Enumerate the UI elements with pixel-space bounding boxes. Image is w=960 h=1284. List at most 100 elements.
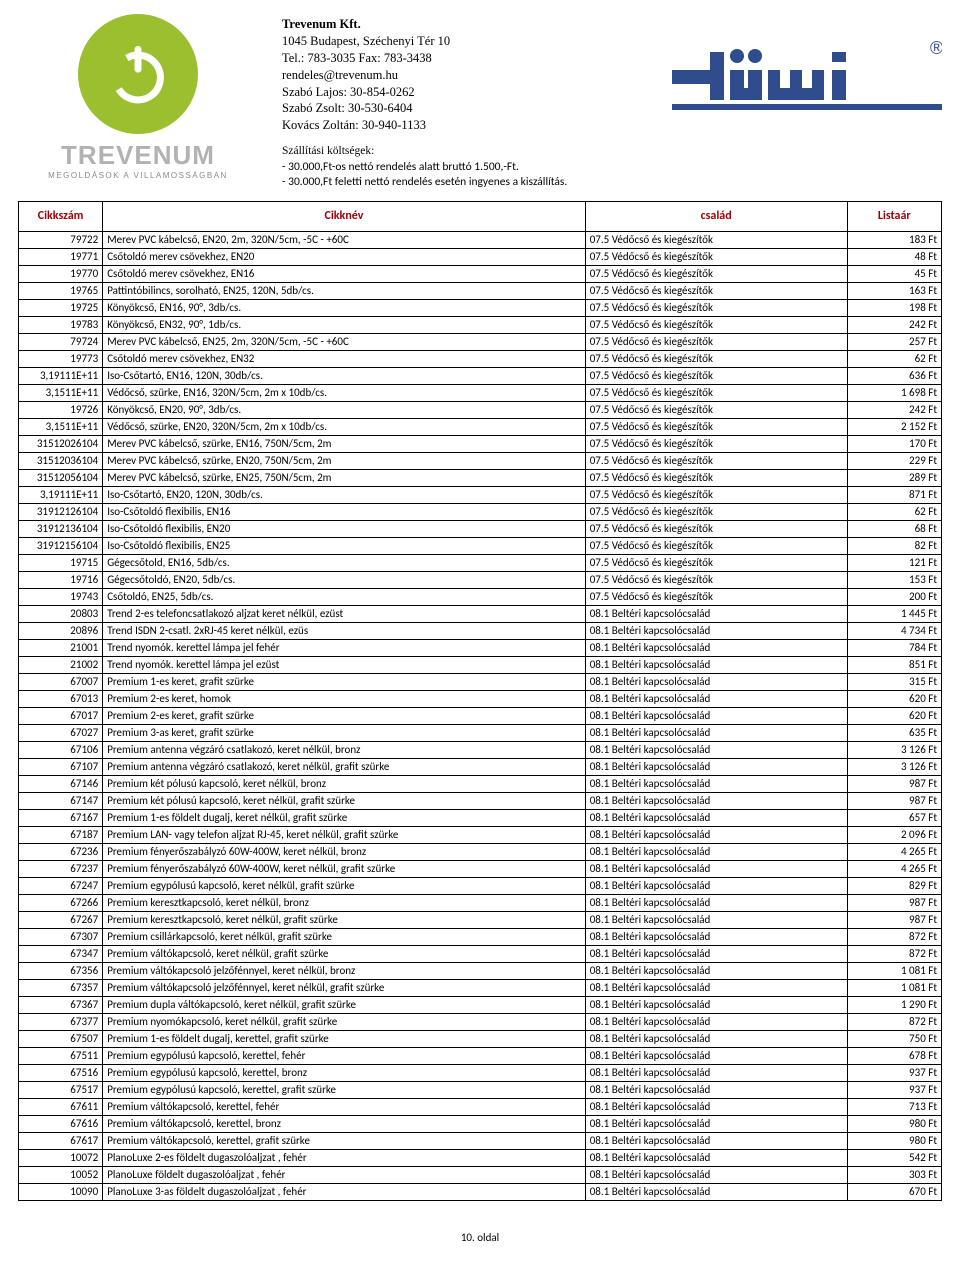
cell-family: 08.1 Beltéri kapcsolócsalád [585,979,847,996]
cell-family: 07.5 Védőcső és kiegészítők [585,520,847,537]
cell-price: 163 Ft [847,282,941,299]
table-row: 31512056104Merev PVC kábelcső, szürke, E… [19,469,942,486]
svg-text:®: ® [930,38,942,58]
cell-family: 07.5 Védőcső és kiegészítők [585,401,847,418]
cell-family: 08.1 Beltéri kapcsolócsalád [585,1064,847,1081]
cell-family: 07.5 Védőcső és kiegészítők [585,435,847,452]
cell-name: Premium egypólusú kapcsoló, keret nélkül… [103,877,586,894]
cell-price: 987 Ft [847,894,941,911]
company-name: Trevenum Kft. [282,16,638,33]
cell-family: 07.5 Védőcső és kiegészítők [585,231,847,248]
cell-family: 08.1 Beltéri kapcsolócsalád [585,792,847,809]
cell-name: Trend 2-es telefoncsatlakozó aljzat kere… [103,605,586,622]
cell-code: 19765 [19,282,103,299]
table-row: 67507Premium 1-es földelt dugalj, kerett… [19,1030,942,1047]
cell-code: 20803 [19,605,103,622]
cell-family: 08.1 Beltéri kapcsolócsalád [585,996,847,1013]
power-icon [78,14,198,134]
cell-name: Könyökcső, EN32, 90°, 1db/cs. [103,316,586,333]
cell-code: 31912136104 [19,520,103,537]
cell-name: Trend nyomók. kerettel lámpa jel fehér [103,639,586,656]
cell-name: Premium nyomókapcsoló, keret nélkül, gra… [103,1013,586,1030]
cell-price: 620 Ft [847,707,941,724]
cell-code: 19716 [19,571,103,588]
table-row: 67517Premium egypólusú kapcsoló, kerette… [19,1081,942,1098]
table-row: 31912136104Iso-Csőtoldó flexibilis, EN20… [19,520,942,537]
table-row: 67247Premium egypólusú kapcsoló, keret n… [19,877,942,894]
table-row: 67187Premium LAN- vagy telefon aljzat RJ… [19,826,942,843]
table-row: 19765Pattintóbilincs, sorolható, EN25, 1… [19,282,942,299]
table-row: 31912126104Iso-Csőtoldó flexibilis, EN16… [19,503,942,520]
cell-code: 3,19111E+11 [19,486,103,503]
table-row: 67511Premium egypólusú kapcsoló, kerette… [19,1047,942,1064]
cell-name: Premium váltókapcsoló, kerettel, fehér [103,1098,586,1115]
shipping-block: Szállítási költségek: - 30.000,Ft-os net… [282,144,638,191]
contact-column: Trevenum Kft. 1045 Budapest, Széchenyi T… [282,14,638,191]
cell-code: 19771 [19,248,103,265]
cell-name: Iso-Csőtartó, EN20, 120N, 30db/cs. [103,486,586,503]
cell-code: 19725 [19,299,103,316]
cell-name: PlanoLuxe 3-as földelt dugaszolóaljzat ,… [103,1183,586,1200]
cell-code: 67517 [19,1081,103,1098]
cell-family: 08.1 Beltéri kapcsolócsalád [585,1081,847,1098]
cell-family: 08.1 Beltéri kapcsolócsalád [585,673,847,690]
cell-name: Merev PVC kábelcső, szürke, EN25, 750N/5… [103,469,586,486]
table-row: 10072PlanoLuxe 2-es földelt dugaszolóalj… [19,1149,942,1166]
cell-name: Iso-Csőtartó, EN16, 120N, 30db/cs. [103,367,586,384]
company-logo-column: TREVENUM MEGOLDÁSOK A VILLAMOSSÁGBAN [18,14,258,180]
cell-name: Premium egypólusú kapcsoló, kerettel, gr… [103,1081,586,1098]
cell-price: 620 Ft [847,690,941,707]
cell-family: 07.5 Védőcső és kiegészítők [585,418,847,435]
cell-name: Premium fényerőszabályzó 60W-400W, keret… [103,860,586,877]
th-price: Listaár [847,201,941,231]
duwi-logo-icon: ® [672,32,942,112]
cell-price: 153 Ft [847,571,941,588]
table-row: 67147Premium két pólusú kapcsoló, keret … [19,792,942,809]
cell-family: 07.5 Védőcső és kiegészítők [585,350,847,367]
table-row: 67347Premium váltókapcsoló, keret nélkül… [19,945,942,962]
table-row: 19743Csőtoldó, EN25, 5db/cs.07.5 Védőcső… [19,588,942,605]
cell-name: Gégecsőtoldó, EN20, 5db/cs. [103,571,586,588]
cell-code: 67007 [19,673,103,690]
cell-family: 07.5 Védőcső és kiegészítők [585,503,847,520]
cell-family: 08.1 Beltéri kapcsolócsalád [585,1149,847,1166]
cell-price: 242 Ft [847,401,941,418]
table-row: 19783Könyökcső, EN32, 90°, 1db/cs.07.5 V… [19,316,942,333]
cell-name: Premium csillárkapcsoló, keret nélkül, g… [103,928,586,945]
cell-name: Védőcső, szürke, EN16, 320N/5cm, 2m x 10… [103,384,586,401]
cell-price: 987 Ft [847,775,941,792]
cell-family: 07.5 Védőcső és kiegészítők [585,571,847,588]
cell-name: Gégecsőtold, EN16, 5db/cs. [103,554,586,571]
cell-name: PlanoLuxe földelt dugaszolóaljzat , fehé… [103,1166,586,1183]
table-row: 67267Premium keresztkapcsoló, keret nélk… [19,911,942,928]
cell-name: Premium 1-es keret, grafit szürke [103,673,586,690]
cell-name: Premium 1-es földelt dugalj, keret nélkü… [103,809,586,826]
contact-0: Szabó Lajos: 30-854-0262 [282,84,638,101]
table-row: 20896Trend ISDN 2-csatl. 2xRJ-45 keret n… [19,622,942,639]
cell-price: 872 Ft [847,945,941,962]
table-row: 3,1511E+11Védőcső, szürke, EN16, 320N/5c… [19,384,942,401]
cell-price: 542 Ft [847,1149,941,1166]
table-row: 67107Premium antenna végzáró csatlakozó,… [19,758,942,775]
brand-logo-column: ® [662,14,942,112]
logo-subtitle: MEGOLDÁSOK A VILLAMOSSÁGBAN [48,171,228,180]
cell-family: 08.1 Beltéri kapcsolócsalád [585,894,847,911]
table-row: 31512036104Merev PVC kábelcső, szürke, E… [19,452,942,469]
cell-code: 10052 [19,1166,103,1183]
cell-name: Premium antenna végzáró csatlakozó, kere… [103,758,586,775]
cell-family: 08.1 Beltéri kapcsolócsalád [585,724,847,741]
cell-price: 851 Ft [847,656,941,673]
cell-price: 229 Ft [847,452,941,469]
cell-code: 67237 [19,860,103,877]
cell-price: 784 Ft [847,639,941,656]
cell-family: 07.5 Védőcső és kiegészítők [585,367,847,384]
cell-name: Pattintóbilincs, sorolható, EN25, 120N, … [103,282,586,299]
table-row: 31512026104Merev PVC kábelcső, szürke, E… [19,435,942,452]
cell-family: 08.1 Beltéri kapcsolócsalád [585,843,847,860]
cell-price: 636 Ft [847,367,941,384]
table-row: 19725Könyökcső, EN16, 90°, 3db/cs.07.5 V… [19,299,942,316]
cell-code: 19726 [19,401,103,418]
table-row: 19716Gégecsőtoldó, EN20, 5db/cs.07.5 Véd… [19,571,942,588]
company-email: rendeles@trevenum.hu [282,67,638,84]
cell-family: 08.1 Beltéri kapcsolócsalád [585,639,847,656]
